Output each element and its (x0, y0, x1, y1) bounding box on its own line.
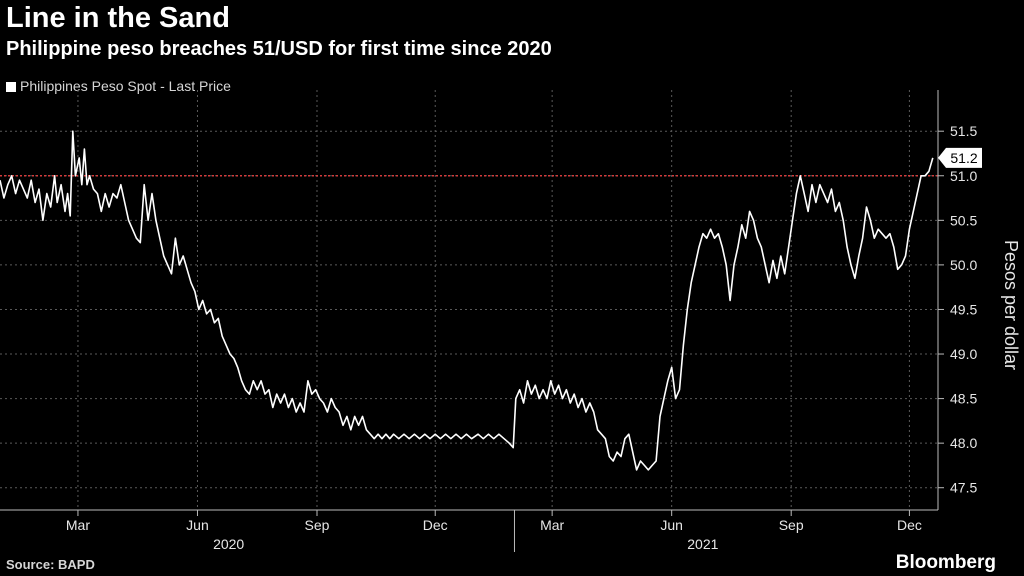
series-line (0, 130, 934, 471)
last-value-label-group: 51.2 (938, 147, 982, 168)
gridlines (0, 90, 938, 510)
x-tick-label: Sep (305, 517, 330, 533)
y-tick-label: 51.0 (950, 168, 977, 184)
x-axis: Mar Jun Sep Dec Mar Jun Sep Dec 2020 2021 (0, 509, 938, 552)
y-tick-label: 49.5 (950, 301, 977, 317)
x-tick-label: Jun (186, 517, 209, 533)
y-tick-label: 50.5 (950, 212, 977, 228)
source-note: Source: BAPD (6, 557, 95, 572)
year-label: 2021 (687, 536, 718, 552)
y-tick-label: 51.5 (950, 123, 977, 139)
legend-label: Philippines Peso Spot - Last Price (20, 78, 231, 94)
y-axis: 47.5 48.0 48.5 49.0 49.5 50.0 50.5 51.0 51.5 (937, 90, 977, 510)
y-tick-label: 49.0 (950, 346, 977, 362)
legend-swatch (6, 82, 16, 92)
x-tick-label: Jun (660, 517, 683, 533)
y-tick-label: 48.5 (950, 391, 977, 407)
x-tick-label: Mar (66, 517, 90, 533)
bloomberg-logo: Bloomberg (895, 552, 996, 573)
chart-subtitle: Philippine peso breaches 51/USD for firs… (6, 38, 552, 60)
last-value-label: 51.2 (950, 150, 977, 166)
legend: Philippines Peso Spot - Last Price (6, 78, 231, 94)
x-tick-label: Sep (779, 517, 804, 533)
y-tick-label: 48.0 (950, 435, 977, 451)
x-tick-label: Dec (897, 517, 922, 533)
x-tick-label: Mar (540, 517, 564, 533)
series-group (0, 130, 934, 471)
last-value-badge (938, 147, 982, 168)
y-axis-label: Pesos per dollar (1001, 240, 1021, 370)
chart-title: Line in the Sand (6, 2, 230, 34)
year-label: 2020 (213, 536, 244, 552)
y-tick-label: 50.0 (950, 257, 977, 273)
y-tick-label: 47.5 (950, 480, 977, 496)
x-tick-label: Dec (423, 517, 448, 533)
